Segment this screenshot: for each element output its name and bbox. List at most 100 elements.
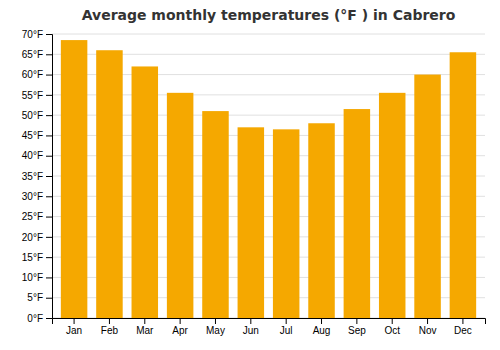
y-tick-label: 35°F [22,171,43,182]
y-tick-mark [46,95,52,96]
y-tick-mark [46,34,52,35]
y-tick: 10°F [22,272,52,283]
title: Average monthly temperatures (°F ) in Ca… [82,7,456,23]
x-tick: Dec [454,318,472,336]
y-tick: 45°F [22,130,52,141]
y-tick: 50°F [22,110,52,121]
y-tick-label: 20°F [22,232,43,243]
bar [308,123,335,318]
grid-line [52,34,485,35]
x-tick-label: Apr [172,325,188,336]
bar [61,40,88,318]
y-tick: 60°F [22,69,52,80]
y-tick: 35°F [22,171,52,182]
x-tick-label: Sep [348,325,366,336]
y-tick-label: 70°F [22,29,43,40]
bar [167,93,194,318]
x-tick: Jan [66,318,82,336]
y-tick-label: 40°F [22,150,43,161]
x-tick-mark [180,318,181,324]
x-tick: Mar [136,318,154,336]
x-tick: May [206,318,225,336]
y-tick-mark [46,196,52,197]
x-tick: Feb [101,318,119,336]
y-tick-mark [46,217,52,218]
bar [450,52,477,318]
y-tick-mark [46,298,52,299]
x-tick-label: Jan [66,325,82,336]
y-tick-mark [46,318,52,319]
y-tick-mark [46,277,52,278]
y-tick-label: 30°F [22,191,43,202]
x-tick-label: May [206,325,225,336]
y-tick-mark [46,75,52,76]
y-tick-label: 25°F [22,211,43,222]
y-tick: 15°F [22,252,52,263]
bar [132,66,159,318]
x-tick-label: Dec [454,325,472,336]
bar [344,109,371,318]
x-tick-mark [321,318,322,324]
y-tick-mark [46,54,52,55]
x-tick-label: Mar [136,325,154,336]
y-tick: 65°F [22,49,52,60]
y-tick: 55°F [22,90,52,101]
y-axis-line [46,35,53,319]
x-tick-mark [462,318,463,324]
x-tick-label: Jun [243,325,259,336]
y-tick-mark [46,135,52,136]
y-tick-label: 45°F [22,130,43,141]
bar [273,129,300,318]
y-tick-label: 50°F [22,110,43,121]
x-tick: Jun [243,318,259,336]
chart: 0°F 5°F 10°F 15°F 20°F 25°F 30°F 35°F 40°F 45°F 50… [0,0,500,350]
y-axis: 0°F 5°F 10°F 15°F 20°F 25°F 30°F 35°F 40°F 45°F 50… [22,29,53,324]
x-tick: Apr [172,318,188,336]
y-tick-label: 5°F [27,292,43,303]
x-tick-label: Feb [101,325,119,336]
y-tick-mark [46,115,52,116]
bar [414,75,441,318]
y-tick: 30°F [22,191,52,202]
y-tick-mark [46,257,52,258]
y-tick-label: 0°F [27,313,43,324]
y-tick-label: 55°F [22,90,43,101]
y-tick: 40°F [22,150,52,161]
x-tick-label: Oct [384,325,400,336]
x-tick-mark [109,318,110,324]
x-tick-mark [215,318,216,324]
x-axis: Jan Feb Mar Apr May Jun Jul Aug Sep Oct Nov Dec [53,318,486,336]
y-tick-mark [46,176,52,177]
y-tick: 20°F [22,232,52,243]
x-tick-mark [427,318,428,324]
bar [238,127,265,318]
x-axis-line [53,319,486,325]
bar [202,111,229,318]
x-tick: Nov [419,318,437,336]
y-tick-label: 65°F [22,49,43,60]
x-tick-mark [356,318,357,324]
plot: 0°F 5°F 10°F 15°F 20°F 25°F 30°F 35°F 40°F 45°F 50… [22,29,486,336]
bar [96,50,123,318]
x-tick-label: Nov [419,325,437,336]
x-tick-label: Aug [313,325,331,336]
y-tick: 0°F [27,313,52,324]
x-tick-mark [144,318,145,324]
y-tick: 25°F [22,211,52,222]
bars [61,40,476,318]
grid [52,34,485,318]
x-tick: Oct [384,318,400,336]
y-tick-mark [46,156,52,157]
x-tick-mark [250,318,251,324]
y-tick-label: 15°F [22,252,43,263]
y-tick-label: 60°F [22,69,43,80]
x-tick-mark [286,318,287,324]
x-tick-mark [392,318,393,324]
x-tick: Aug [313,318,331,336]
x-tick-mark [74,318,75,324]
x-tick: Sep [348,318,366,336]
y-tick: 5°F [27,292,52,303]
x-tick-label: Jul [280,325,293,336]
y-tick: 70°F [22,29,52,40]
y-tick-label: 10°F [22,272,43,283]
